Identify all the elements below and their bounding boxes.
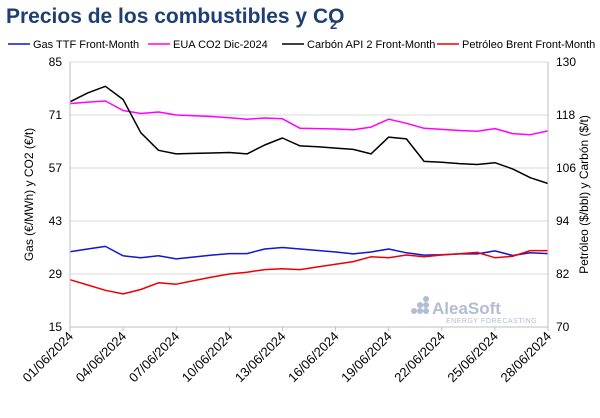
grid-lines [70,61,548,328]
axes: 15 29 43 57 71 85 70 82 94 106 118 130 01/06/202404/… [19,55,591,385]
x-tick-label: 25/06/2024 [444,329,501,386]
series-line-3 [69,85,549,185]
legend-label: Carbón API 2 Front-Month [307,39,435,51]
y-left-axis-title: Gas (€/MWh) y CO2 (€/t) [22,128,36,261]
y-left-tick-label: 57 [49,161,63,175]
legend: Gas TTF Front-Month EUA CO2 Dic-2024 Carbó… [8,39,595,51]
legend-label: Petróleo Brent Front-Month [462,39,595,51]
x-tick-label: 04/06/2024 [73,329,130,386]
y-right-tick-label: 82 [556,267,570,281]
y-right-tick-label: 94 [556,214,570,228]
legend-label: EUA CO2 Dic-2024 [173,39,268,51]
chart-title-subscript: 2 [330,17,337,32]
chart-title: Precios de los combustibles y CO [6,5,344,28]
series-lines [69,85,549,295]
aleasoft-watermark: AleaSoft ENERGY FORECASTING [411,296,537,325]
series-line-2 [69,100,549,136]
y-right-tick-label: 106 [556,161,576,175]
x-tick-label: 28/06/2024 [497,329,554,386]
watermark-name: AleaSoft [432,299,501,318]
y-right-tick-label: 130 [556,55,576,69]
y-left-tick-label: 15 [49,320,63,334]
x-tick-label: 13/06/2024 [232,329,289,386]
x-tick-label: 10/06/2024 [179,329,236,386]
x-tick-label: 22/06/2024 [391,329,448,386]
y-left-tick-label: 85 [49,55,63,69]
y-left-tick-label: 71 [49,108,63,122]
y-left-tick-label: 43 [49,214,63,228]
y-right-tick-label: 118 [556,108,575,122]
legend-label: Gas TTF Front-Month [33,39,139,51]
x-tick-label: 19/06/2024 [338,329,395,386]
watermark-tagline: ENERGY FORECASTING [446,318,537,325]
x-tick-label: 07/06/2024 [126,329,183,386]
aleasoft-logo-icon [411,296,429,314]
y-right-axis-title: Petróleo ($/bbl) y Carbón ($/t) [577,115,591,274]
series-line-4 [69,249,548,295]
series-line-1 [69,245,549,260]
x-tick-label: 16/06/2024 [285,329,342,386]
y-right-tick-label: 70 [556,320,570,334]
y-left-tick-label: 29 [49,267,63,281]
x-tick-label: 01/06/2024 [19,329,76,386]
